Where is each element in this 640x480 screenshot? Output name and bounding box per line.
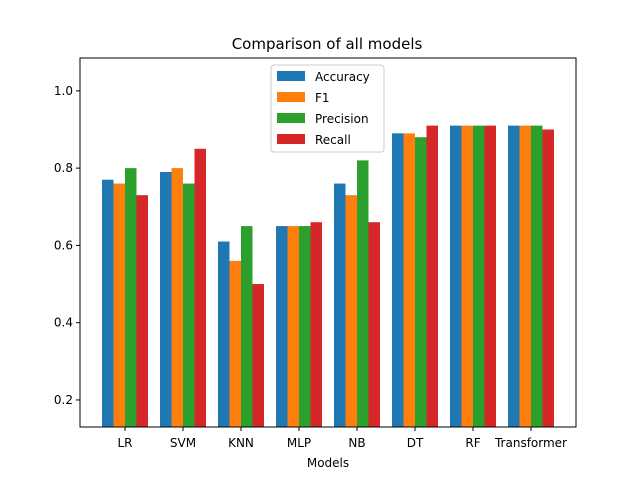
x-tick-label: Transformer [494, 436, 567, 450]
legend: Accuracy F1 Precision Recall [270, 64, 385, 153]
bar-f1-transformer [519, 125, 531, 427]
bar-precision-transformer [531, 125, 543, 427]
bar-f1-svm [171, 168, 183, 427]
y-tick-label: 0.2 [54, 393, 73, 407]
y-tick-label: 0.8 [54, 161, 73, 175]
bar-f1-nb [345, 195, 357, 427]
bar-accuracy-transformer [508, 125, 520, 427]
legend-label-recall: Recall [315, 133, 351, 147]
bar-precision-knn [241, 226, 253, 427]
bar-recall-knn [252, 284, 264, 427]
x-tick-label: RF [465, 436, 480, 450]
chart-title: Comparison of all models [232, 35, 423, 53]
y-axis: 0.2 0.4 0.6 0.8 1.0 [54, 84, 80, 407]
bar-f1-lr [113, 183, 125, 427]
x-tick-label: DT [407, 436, 424, 450]
legend-swatch-precision [277, 113, 305, 123]
x-tick-label: SVM [170, 436, 196, 450]
plot-frame [79, 57, 577, 428]
bar-precision-lr [125, 168, 137, 427]
legend-swatch-f1 [277, 92, 305, 102]
y-tick-label: 0.4 [54, 316, 73, 330]
bars-group [102, 125, 554, 428]
x-tick-label: LR [117, 436, 132, 450]
bar-accuracy-lr [102, 179, 114, 427]
bar-f1-knn [229, 260, 241, 427]
y-tick-label: 0.6 [54, 238, 73, 252]
bar-recall-svm [194, 148, 206, 428]
bar-accuracy-dt [392, 133, 404, 427]
bar-precision-mlp [299, 226, 311, 427]
x-tick-label: MLP [287, 436, 311, 450]
bar-accuracy-svm [160, 171, 172, 427]
legend-swatch-accuracy [277, 71, 305, 81]
x-tick-label: NB [348, 436, 365, 450]
bar-precision-svm [183, 183, 195, 427]
legend-label-accuracy: Accuracy [315, 70, 370, 84]
bar-recall-transformer [542, 129, 554, 427]
bar-accuracy-knn [218, 241, 230, 427]
bar-f1-dt [403, 133, 415, 427]
x-axis: LR SVM KNN MLP NB DT RF Transformer [117, 427, 567, 450]
bar-recall-nb [368, 222, 380, 427]
bar-recall-mlp [310, 222, 322, 427]
legend-swatch-recall [277, 134, 305, 144]
bar-recall-rf [484, 125, 496, 427]
bar-recall-lr [136, 195, 148, 427]
legend-label-precision: Precision [315, 112, 369, 126]
bar-accuracy-rf [450, 125, 462, 427]
bar-accuracy-nb [334, 183, 346, 427]
x-tick-label: KNN [228, 436, 254, 450]
legend-box [270, 64, 385, 153]
bar-f1-mlp [287, 226, 299, 427]
bar-recall-dt [426, 125, 438, 427]
bar-precision-nb [357, 160, 369, 427]
legend-label-f1: F1 [315, 91, 330, 105]
bar-accuracy-mlp [276, 226, 288, 427]
x-axis-label: Models [307, 456, 349, 470]
bar-precision-rf [473, 125, 485, 427]
bar-f1-rf [461, 125, 473, 427]
bar-precision-dt [415, 137, 427, 428]
y-tick-label: 1.0 [54, 84, 73, 98]
